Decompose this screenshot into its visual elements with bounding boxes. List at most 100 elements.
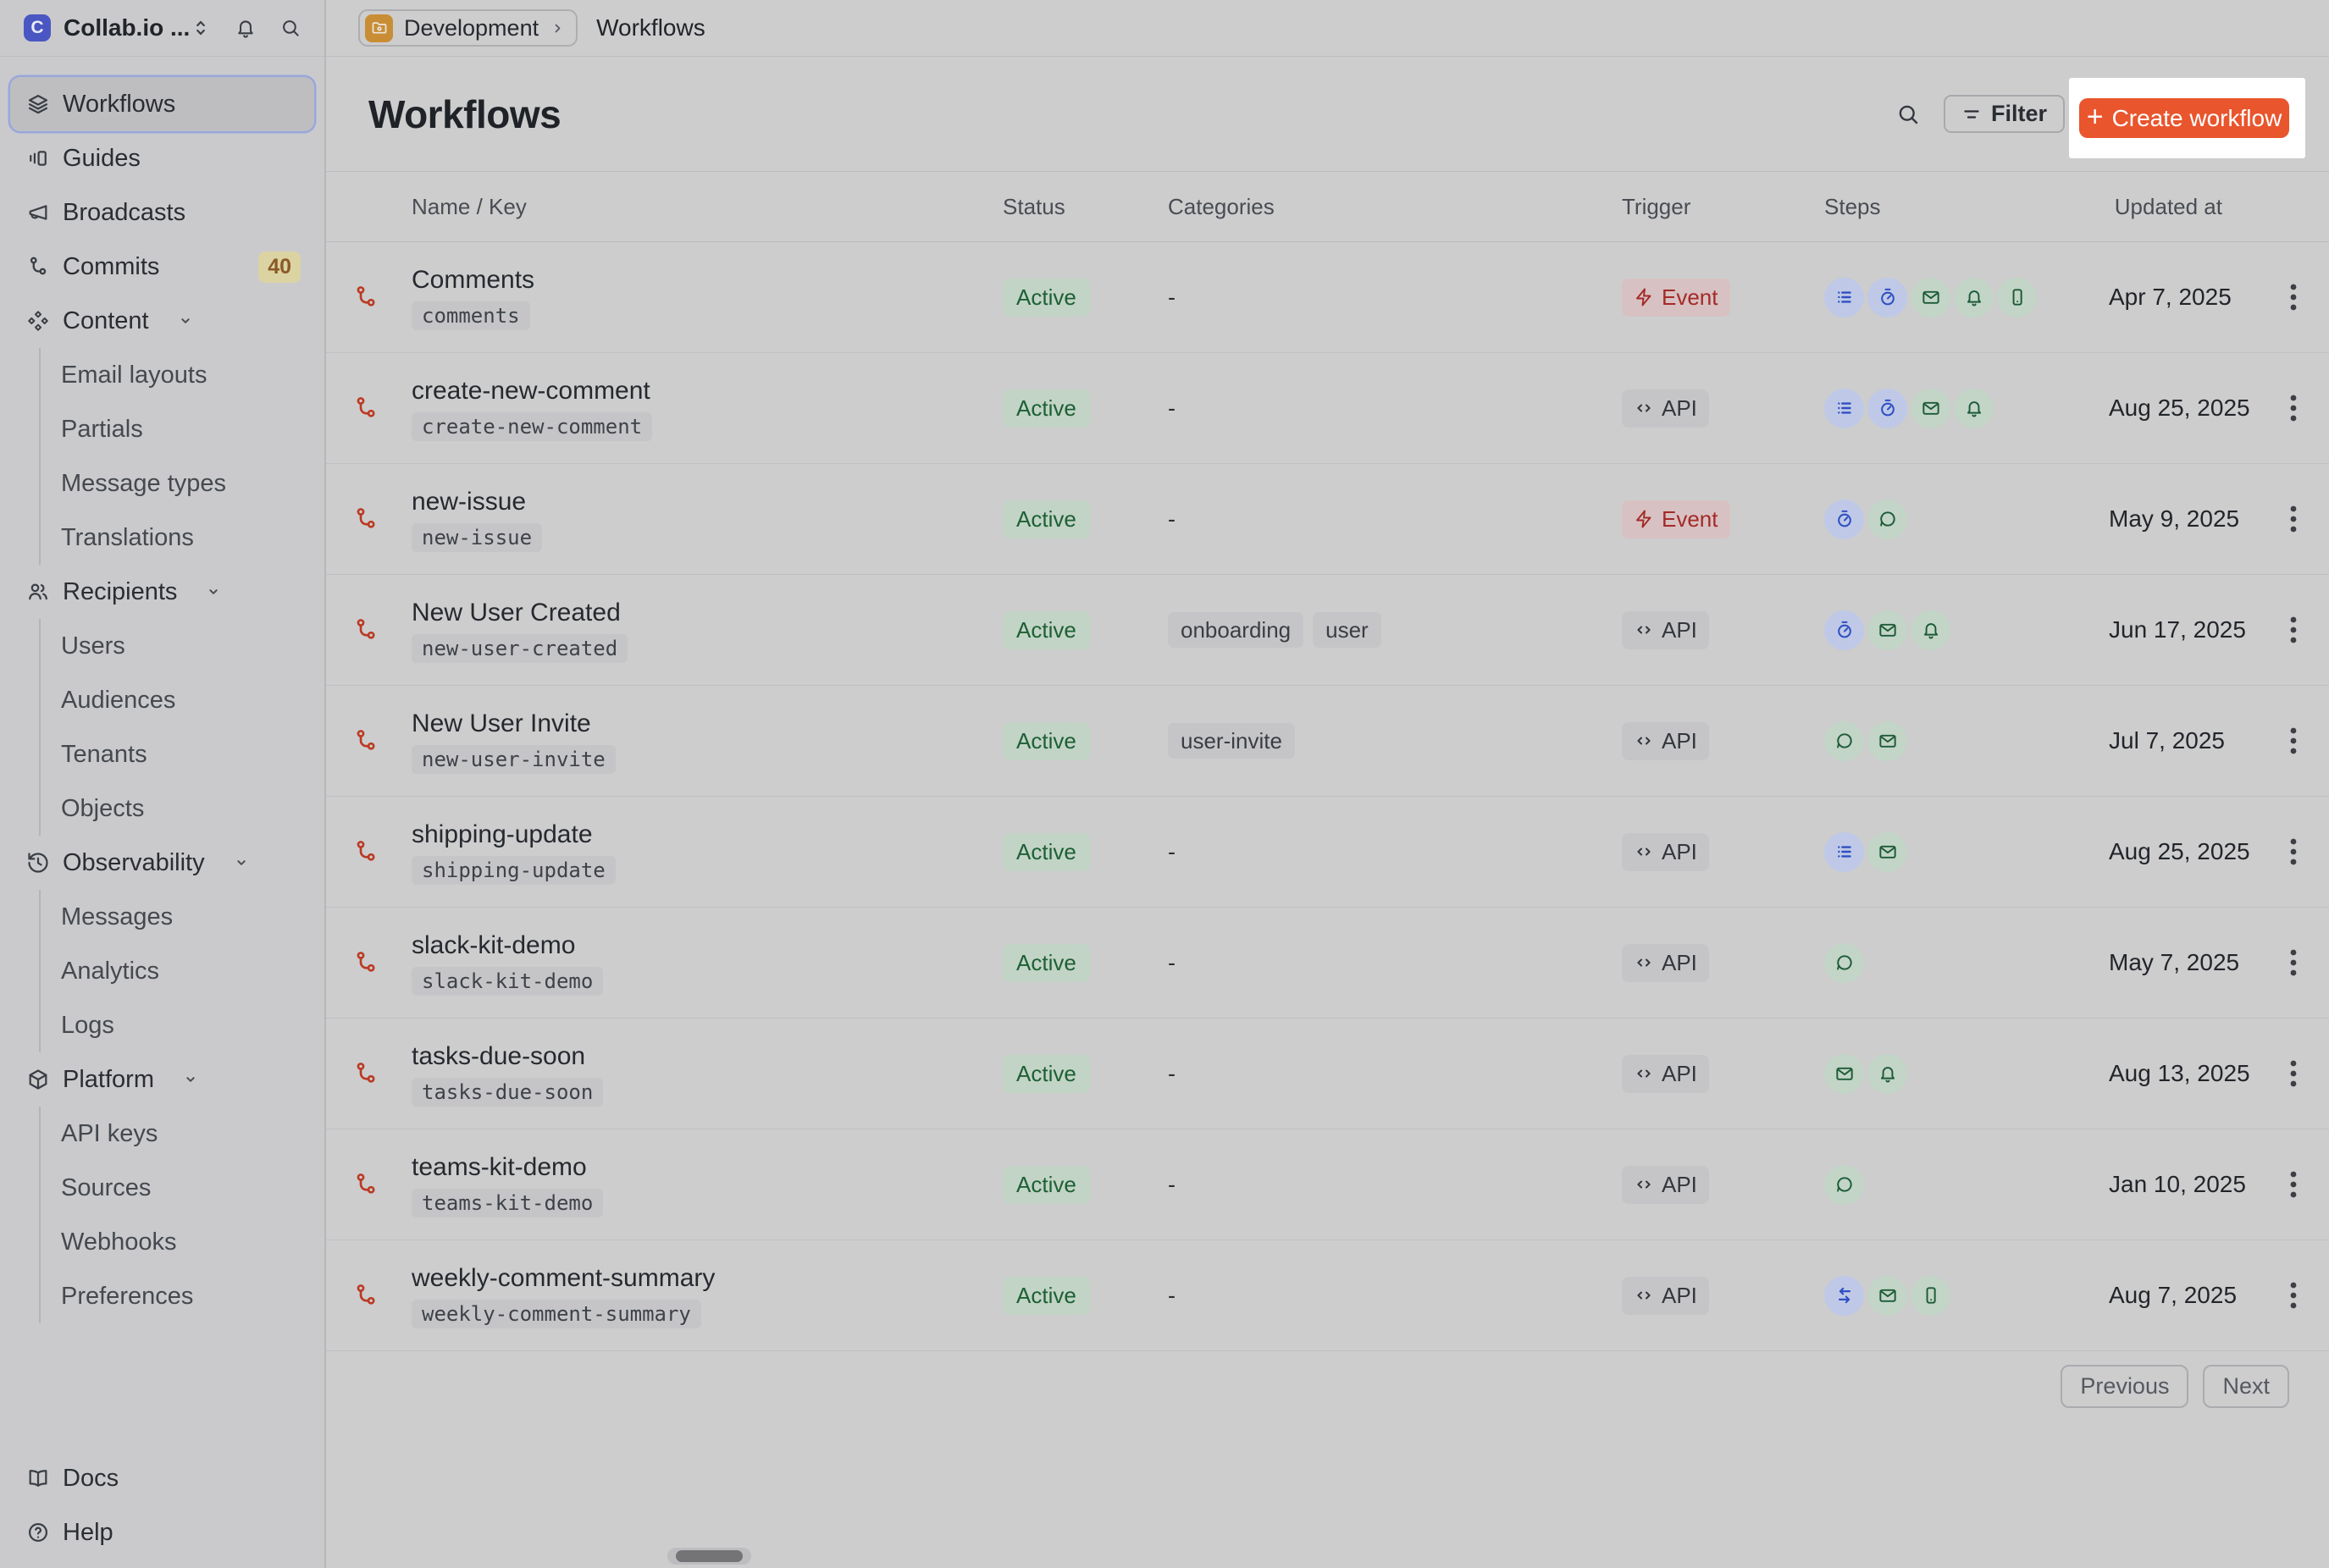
table-row[interactable]: Comments comments Active - Event Apr 7, 2025 (326, 242, 2329, 353)
table-row[interactable]: New User Created new-user-created Active on… (326, 575, 2329, 686)
sidebar-item-docs[interactable]: Docs (10, 1451, 314, 1505)
category-chip: user (1313, 612, 1381, 648)
trigger-api-badge: API (1622, 721, 1709, 760)
table-row[interactable]: create-new-comment create-new-comment Acti… (326, 353, 2329, 464)
workflow-name[interactable]: teams-kit-demo (412, 1152, 587, 1181)
sidebar-item-webhooks[interactable]: Webhooks (61, 1228, 177, 1256)
row-menu-kebab-icon[interactable] (2290, 1262, 2297, 1328)
workflow-key: weekly-comment-summary (412, 1299, 701, 1328)
environment-selector[interactable]: Development (358, 9, 578, 47)
page-title: Workflows (368, 91, 562, 136)
categories-cell: - (1168, 1172, 1622, 1198)
table-row[interactable]: New User Invite new-user-invite Active user… (326, 686, 2329, 797)
sidebar-item-messages[interactable]: Messages (61, 903, 174, 930)
row-menu-kebab-icon[interactable] (2290, 1151, 2297, 1217)
sidebar-item-objects[interactable]: Objects (61, 794, 145, 822)
sidebar-item-observability[interactable]: Observability (10, 836, 314, 890)
workspace-switcher-icon[interactable] (190, 17, 212, 39)
row-menu-kebab-icon[interactable] (2290, 374, 2297, 441)
workflow-branch-icon (352, 284, 412, 311)
workflows-table: Name / Key Status Categories Trigger Ste… (326, 171, 2329, 1351)
categories-cell: - (1168, 506, 1622, 533)
plus-icon: + (2086, 101, 2104, 133)
table-row[interactable]: weekly-comment-summary weekly-comment-sum… (326, 1240, 2329, 1351)
sidebar-item-message-types[interactable]: Message types (61, 469, 227, 497)
sidebar-item-translations[interactable]: Translations (61, 523, 194, 551)
workflow-name[interactable]: New User Created (412, 598, 621, 627)
row-menu-kebab-icon[interactable] (2290, 263, 2297, 330)
chevron-right-icon (550, 20, 566, 36)
sidebar-item-help[interactable]: Help (10, 1505, 314, 1560)
workflow-name[interactable]: Comments (412, 265, 535, 294)
previous-page-button[interactable]: Previous (2061, 1365, 2189, 1408)
filter-button[interactable]: Filter (1943, 95, 2065, 133)
status-badge: Active (1003, 389, 1090, 428)
workflow-name[interactable]: tasks-due-soon (412, 1041, 586, 1070)
platform-subgroup: API keys Sources Webhooks Preferences (39, 1107, 314, 1323)
sidebar-nav: Workflows Guides Broadcasts Commits 40 Conten… (0, 57, 324, 1323)
workflow-name[interactable]: weekly-comment-summary (412, 1263, 716, 1292)
step-chat-icon (1824, 1164, 1864, 1205)
notifications-bell-icon[interactable] (235, 17, 257, 39)
row-menu-kebab-icon[interactable] (2290, 818, 2297, 885)
horizontal-scrollbar[interactable] (667, 1548, 751, 1565)
create-workflow-button[interactable]: + Create workflow (2079, 98, 2289, 138)
code-icon (1634, 620, 1654, 640)
workspace-logo[interactable]: C (24, 14, 51, 41)
sidebar-item-users[interactable]: Users (61, 632, 125, 660)
sidebar-item-preferences[interactable]: Preferences (61, 1282, 194, 1310)
row-menu-kebab-icon[interactable] (2290, 485, 2297, 552)
table-row[interactable]: new-issue new-issue Active - Event May 9, 202… (326, 464, 2329, 575)
sidebar-item-api-keys[interactable]: API keys (61, 1119, 158, 1147)
chevron-down-icon (232, 853, 251, 872)
recipients-subgroup: Users Audiences Tenants Objects (39, 619, 314, 836)
row-menu-kebab-icon[interactable] (2290, 596, 2297, 663)
sidebar-item-sources[interactable]: Sources (61, 1173, 152, 1201)
workflow-branch-icon (352, 838, 412, 865)
sidebar-item-analytics[interactable]: Analytics (61, 957, 160, 985)
sidebar-item-email-layouts[interactable]: Email layouts (61, 361, 207, 389)
table-row[interactable]: shipping-update shipping-update Active - API… (326, 797, 2329, 908)
workflow-name[interactable]: create-new-comment (412, 376, 650, 405)
sidebar-item-platform[interactable]: Platform (10, 1052, 314, 1107)
next-page-button[interactable]: Next (2203, 1365, 2289, 1408)
sidebar-item-partials[interactable]: Partials (61, 415, 143, 443)
table-row[interactable]: slack-kit-demo slack-kit-demo Active - API Ma… (326, 908, 2329, 1019)
table-row[interactable]: tasks-due-soon tasks-due-soon Active - API Au… (326, 1019, 2329, 1129)
table-search-icon[interactable] (1895, 102, 1921, 127)
sidebar-item-content[interactable]: Content (10, 294, 314, 348)
sidebar-item-logs[interactable]: Logs (61, 1011, 114, 1039)
megaphone-icon (26, 201, 50, 224)
workflow-name[interactable]: new-issue (412, 487, 527, 516)
sidebar-item-audiences[interactable]: Audiences (61, 686, 176, 714)
search-icon[interactable] (279, 17, 301, 39)
scrollbar-thumb[interactable] (676, 1550, 743, 1562)
sidebar-item-broadcasts[interactable]: Broadcasts (10, 185, 314, 240)
sidebar-item-workflows[interactable]: Workflows (10, 77, 314, 131)
table-row[interactable]: teams-kit-demo teams-kit-demo Active - API Ja… (326, 1129, 2329, 1240)
row-menu-kebab-icon[interactable] (2290, 929, 2297, 996)
sidebar-item-commits[interactable]: Commits 40 (10, 240, 314, 294)
workflow-branch-icon (352, 949, 412, 976)
environment-folder-icon (365, 14, 393, 42)
status-badge: Active (1003, 1276, 1090, 1315)
workspace-name[interactable]: Collab.io ... (64, 14, 191, 41)
step-email-icon (1867, 610, 1907, 650)
workflow-branch-icon (352, 616, 412, 643)
status-badge: Active (1003, 943, 1090, 982)
row-menu-kebab-icon[interactable] (2290, 1040, 2297, 1107)
workflow-name[interactable]: shipping-update (412, 820, 593, 848)
status-badge: Active (1003, 832, 1090, 871)
sidebar-item-guides[interactable]: Guides (10, 131, 314, 185)
row-menu-kebab-icon[interactable] (2290, 707, 2297, 774)
sidebar-item-recipients[interactable]: Recipients (10, 565, 314, 619)
trigger-api-badge: API (1622, 389, 1709, 428)
workflow-name[interactable]: slack-kit-demo (412, 930, 576, 959)
trigger-api-badge: API (1622, 1165, 1709, 1204)
column-status: Status (1003, 193, 1065, 219)
workflow-branch-icon (352, 1060, 412, 1087)
code-icon (1634, 398, 1654, 418)
sidebar-item-tenants[interactable]: Tenants (61, 740, 147, 768)
empty-categories-dash: - (1168, 505, 1176, 532)
workflow-name[interactable]: New User Invite (412, 709, 591, 737)
